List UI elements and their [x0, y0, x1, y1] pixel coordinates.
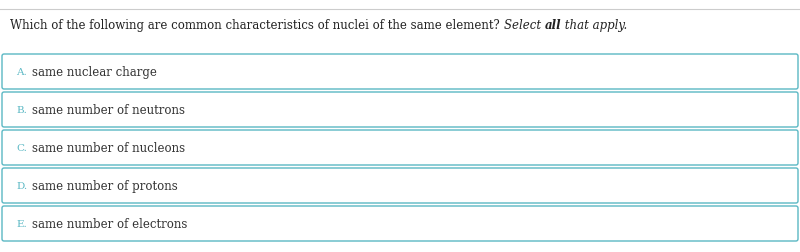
- FancyBboxPatch shape: [2, 168, 798, 203]
- Text: that apply.: that apply.: [561, 18, 627, 32]
- Text: same number of electrons: same number of electrons: [32, 217, 187, 230]
- FancyBboxPatch shape: [2, 206, 798, 241]
- Text: same number of protons: same number of protons: [32, 179, 178, 192]
- Text: Which of the following are common characteristics of nuclei of the same element?: Which of the following are common charac…: [10, 18, 503, 32]
- FancyBboxPatch shape: [2, 55, 798, 90]
- Text: D.: D.: [16, 181, 27, 190]
- Text: E.: E.: [16, 219, 26, 228]
- Text: same number of nucleons: same number of nucleons: [32, 141, 185, 154]
- Text: Select: Select: [503, 18, 544, 32]
- FancyBboxPatch shape: [2, 131, 798, 165]
- Text: A.: A.: [16, 68, 26, 77]
- FancyBboxPatch shape: [2, 93, 798, 128]
- Text: all: all: [544, 18, 561, 32]
- Text: B.: B.: [16, 106, 27, 115]
- Text: same number of neutrons: same number of neutrons: [32, 104, 185, 116]
- Text: same nuclear charge: same nuclear charge: [32, 66, 157, 79]
- Text: C.: C.: [16, 143, 27, 152]
